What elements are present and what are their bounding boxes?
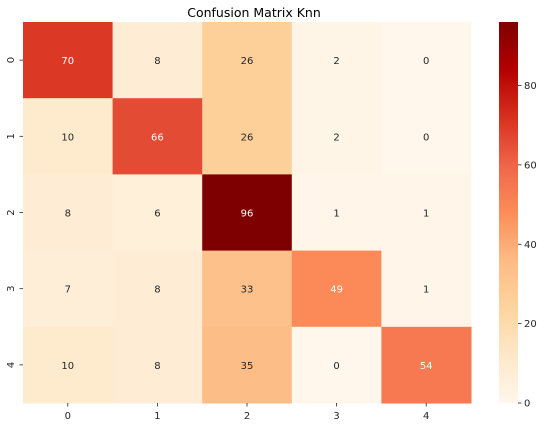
heatmap-cell xyxy=(112,326,203,404)
heatmap-cell xyxy=(23,250,114,328)
heatmap-cell xyxy=(23,326,114,404)
x-tick-label: 3 xyxy=(333,411,339,422)
heatmap-cell xyxy=(291,326,382,404)
y-tick-label: 0 xyxy=(6,57,17,63)
cell-value-label: 2 xyxy=(333,132,339,143)
x-tick-label: 2 xyxy=(244,411,250,422)
heatmap-cell xyxy=(112,22,203,99)
x-tick-label: 4 xyxy=(423,411,429,422)
cell-value-label: 8 xyxy=(65,209,71,220)
heatmap-grid: 70 8 26 2 0 10 66 26 2 0 8 6 96 1 1 7 8 33 49 1 10 8 35 0 54 xyxy=(23,22,472,404)
cell-value-label: 2 xyxy=(333,56,339,67)
heatmap-cell xyxy=(291,98,382,175)
colorbar-tick-label: 80 xyxy=(524,81,537,92)
x-tick-label: 1 xyxy=(154,411,160,422)
cell-value-label: 8 xyxy=(154,56,160,67)
heatmap-cell xyxy=(202,326,293,404)
colorbar-tick-label: 60 xyxy=(524,160,537,171)
heatmap-cell xyxy=(381,250,472,328)
y-axis: 0 1 2 3 4 xyxy=(6,57,23,368)
x-axis: 0 1 2 3 4 xyxy=(65,403,429,422)
cell-value-label: 66 xyxy=(151,132,164,143)
cell-value-label: 8 xyxy=(154,361,160,372)
heatmap-cell xyxy=(112,250,203,328)
cell-value-label: 49 xyxy=(330,285,343,296)
cell-value-label: 35 xyxy=(241,361,254,372)
cell-value-label: 96 xyxy=(241,209,254,220)
y-tick-label: 2 xyxy=(6,209,17,215)
cell-value-label: 1 xyxy=(333,209,339,220)
cell-value-label: 70 xyxy=(61,56,74,67)
x-tick-label: 0 xyxy=(65,411,71,422)
colorbar-tick-label: 0 xyxy=(524,399,530,410)
heatmap-cell xyxy=(291,22,382,99)
y-tick-label: 3 xyxy=(6,286,17,292)
heatmap-cell xyxy=(381,326,472,404)
heatmap-cell xyxy=(291,250,382,328)
cell-value-label: 0 xyxy=(423,56,429,67)
colorbar-tick-label: 40 xyxy=(524,240,537,251)
chart-title: Confusion Matrix Knn xyxy=(187,5,321,20)
colorbar xyxy=(499,22,518,403)
y-tick-label: 1 xyxy=(6,133,17,139)
heatmap-cell xyxy=(23,98,114,175)
cell-value-label: 54 xyxy=(420,361,433,372)
heatmap-cell xyxy=(202,22,293,99)
heatmap-cell xyxy=(381,174,472,252)
cell-value-label: 7 xyxy=(65,285,71,296)
cell-value-label: 26 xyxy=(241,132,254,143)
heatmap-cell xyxy=(112,174,203,252)
cell-value-label: 10 xyxy=(61,361,74,372)
cell-value-label: 1 xyxy=(423,209,429,220)
cell-value-label: 6 xyxy=(154,209,160,220)
heatmap-cell xyxy=(381,22,472,99)
heatmap-cell xyxy=(112,98,203,175)
heatmap-cell xyxy=(23,174,114,252)
cell-value-label: 26 xyxy=(241,56,254,67)
cell-value-label: 10 xyxy=(61,132,74,143)
cell-value-label: 0 xyxy=(423,132,429,143)
cell-value-label: 8 xyxy=(154,285,160,296)
y-tick-label: 4 xyxy=(6,362,17,368)
cell-value-label: 0 xyxy=(333,361,339,372)
heatmap-cell xyxy=(23,22,114,99)
heatmap-cell xyxy=(291,174,382,252)
heatmap-cell xyxy=(202,174,293,252)
colorbar-tick-label: 20 xyxy=(524,319,537,330)
cell-value-label: 1 xyxy=(423,285,429,296)
heatmap-cell xyxy=(381,98,472,175)
heatmap-cell xyxy=(202,250,293,328)
heatmap-cell xyxy=(202,98,293,175)
cell-value-label: 33 xyxy=(241,285,254,296)
colorbar-axis: 0 20 40 60 80 xyxy=(518,81,537,410)
